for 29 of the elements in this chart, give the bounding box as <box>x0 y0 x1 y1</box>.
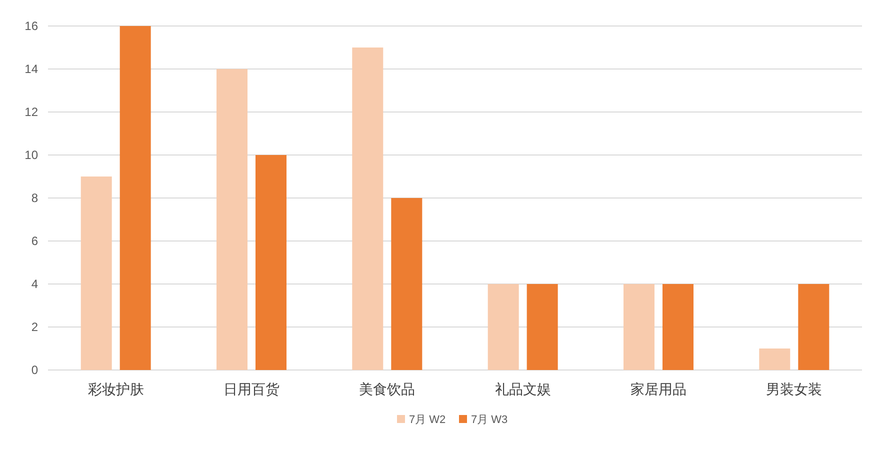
x-tick-label: 礼品文娱 <box>494 381 551 397</box>
bar <box>624 284 654 370</box>
bar <box>120 26 151 370</box>
y-tick-label: 16 <box>24 19 38 33</box>
x-tick-label: 彩妆护肤 <box>88 381 144 397</box>
bar <box>526 284 558 370</box>
x-tick-label: 美食饮品 <box>359 381 416 397</box>
y-tick-label: 10 <box>24 148 38 162</box>
legend-label: 7月 W2 <box>409 414 446 426</box>
bar <box>256 155 286 370</box>
bar <box>80 176 112 370</box>
bar <box>391 198 422 370</box>
y-tick-label: 8 <box>31 191 38 205</box>
y-tick-label: 4 <box>31 277 38 291</box>
bar <box>216 69 248 370</box>
bar <box>759 348 790 370</box>
bar <box>488 284 519 370</box>
bar <box>662 284 694 370</box>
bar <box>352 48 384 370</box>
bar <box>798 284 830 370</box>
y-tick-label: 6 <box>31 234 38 248</box>
x-tick-label: 日用百货 <box>224 381 280 397</box>
x-tick-label: 家居用品 <box>630 381 686 397</box>
y-tick-label: 12 <box>24 105 38 119</box>
y-tick-label: 0 <box>31 363 38 377</box>
legend-label: 7月 W3 <box>471 414 508 426</box>
y-tick-label: 2 <box>31 320 38 334</box>
y-tick-label: 14 <box>24 62 38 76</box>
x-tick-label: 男装女装 <box>766 381 822 397</box>
